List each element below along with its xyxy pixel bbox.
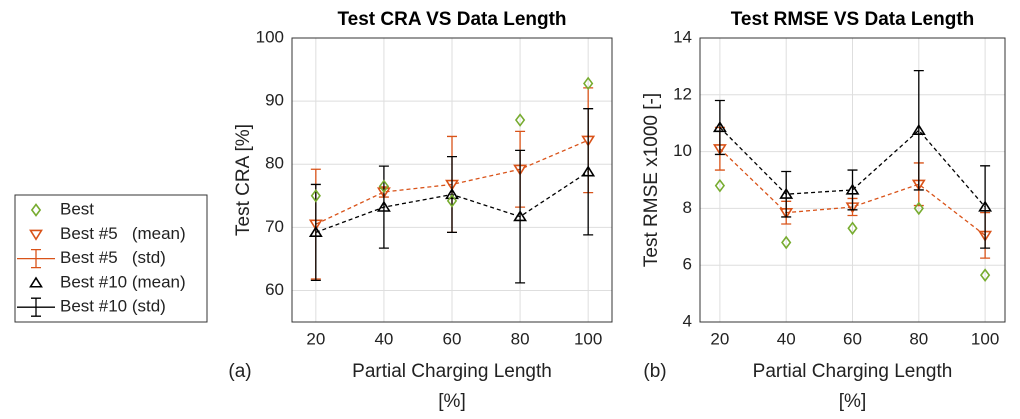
error-bar	[714, 99, 725, 156]
y-tick-label: 70	[265, 217, 284, 236]
marker	[581, 165, 596, 177]
error-bar	[781, 170, 792, 218]
marker	[781, 235, 792, 250]
marker	[712, 121, 727, 133]
x-axis-label: [%]	[438, 391, 465, 412]
marker	[445, 188, 459, 200]
y-tick-label: 60	[265, 280, 284, 299]
error-bar	[847, 169, 858, 211]
x-tick-label: 100	[574, 329, 602, 348]
chart-title: Test CRA VS Data Length	[337, 9, 566, 30]
y-tick-label: 8	[683, 198, 692, 217]
y-axis-label: Test CRA [%]	[233, 124, 254, 236]
marker	[714, 178, 726, 193]
x-tick-label: 100	[971, 329, 999, 348]
chart-title: Test RMSE VS Data Length	[731, 9, 975, 30]
legend-label: Best	[60, 199, 94, 218]
x-tick-label: 20	[306, 329, 325, 348]
y-tick-label: 12	[673, 84, 692, 103]
x-tick-label: 20	[710, 329, 729, 348]
x-axis-label: [%]	[839, 391, 866, 412]
legend-errorbar	[17, 297, 55, 317]
legend-marker	[30, 203, 42, 217]
legend-label: Best #5 (std)	[60, 248, 166, 267]
marker	[513, 210, 528, 222]
marker	[978, 200, 993, 212]
marker	[583, 76, 594, 91]
legend-label: Best #5 (mean)	[60, 224, 186, 243]
y-tick-label: 14	[673, 27, 692, 46]
x-tick-label: 60	[843, 329, 862, 348]
marker	[376, 200, 391, 212]
y-tick-label: 100	[256, 27, 284, 46]
legend-marker	[29, 276, 43, 288]
error-bar	[583, 108, 594, 236]
marker	[446, 193, 458, 208]
y-tick-label: 4	[683, 311, 692, 330]
legend-label: Best #10 (mean)	[60, 272, 186, 291]
marker	[847, 221, 858, 236]
legend-errorbar	[17, 248, 55, 269]
marker	[378, 179, 390, 194]
marker	[845, 183, 860, 195]
x-tick-label: 40	[374, 329, 393, 348]
y-tick-label: 90	[265, 91, 284, 110]
x-axis-label: Partial Charging Length	[753, 361, 953, 382]
panel-label: (a)	[228, 361, 251, 382]
legend-marker	[29, 229, 43, 241]
marker	[913, 201, 924, 216]
x-tick-label: 40	[777, 329, 796, 348]
marker	[779, 187, 794, 199]
x-tick-label: 60	[443, 329, 462, 348]
x-tick-label: 80	[909, 329, 928, 348]
panel-label: (b)	[643, 361, 666, 382]
y-tick-label: 80	[265, 154, 284, 173]
x-axis-label: Partial Charging Length	[352, 361, 552, 382]
mean-line	[719, 127, 986, 208]
marker	[514, 113, 526, 127]
marker	[911, 123, 926, 135]
legend-label: Best #10 (std)	[60, 297, 166, 316]
error-bar	[980, 165, 991, 249]
marker	[979, 268, 991, 282]
y-axis-label: Test RMSE x1000 [-]	[641, 93, 662, 267]
marker	[308, 225, 323, 238]
y-tick-label: 6	[683, 255, 692, 274]
plot-box	[291, 37, 613, 323]
x-tick-label: 80	[511, 329, 530, 348]
marker	[310, 188, 321, 203]
error-bar	[913, 70, 924, 191]
y-tick-label: 10	[673, 141, 692, 160]
plot-box	[699, 37, 1006, 323]
error-bar	[515, 149, 526, 284]
